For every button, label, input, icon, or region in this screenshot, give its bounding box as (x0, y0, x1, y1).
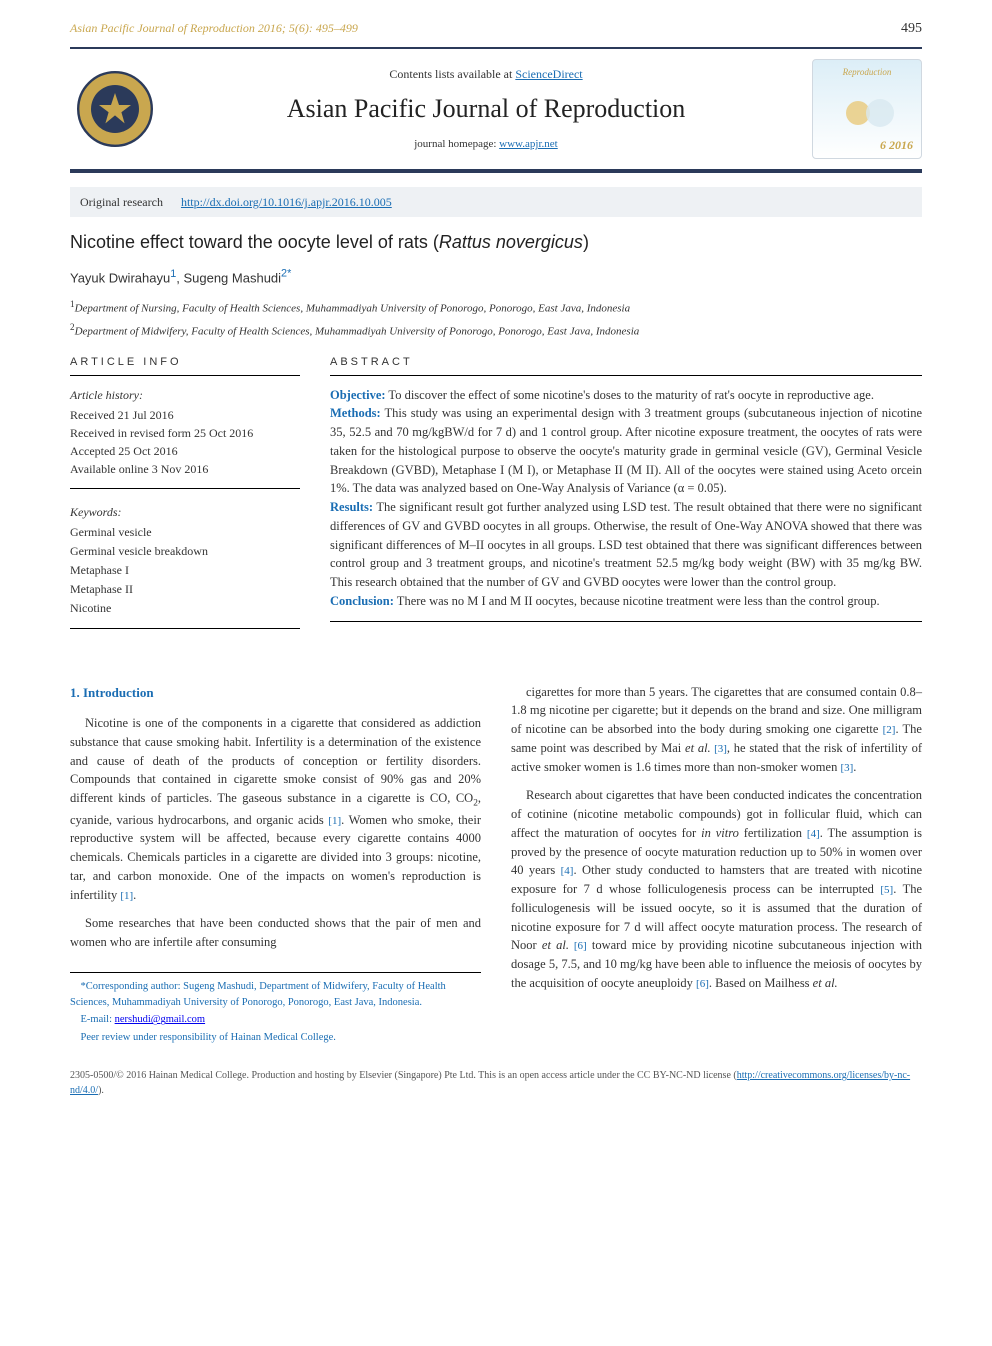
body-left-column: 1. Introduction Nicotine is one of the c… (70, 683, 481, 1048)
citation-link[interactable]: [4] (807, 828, 820, 840)
paragraph: Research about cigarettes that have been… (511, 786, 922, 992)
abstract-objective-label: Objective: (330, 388, 386, 402)
email-footnote: E-mail: nershudi@gmail.com (70, 1012, 481, 1028)
journal-cover-thumbnail: Reproduction 6 2016 (812, 59, 922, 159)
paragraph: Nicotine is one of the components in a c… (70, 714, 481, 904)
info-abstract-row: ARTICLE INFO Article history: Received 2… (70, 354, 922, 643)
peer-review-footnote: Peer review under responsibility of Hain… (70, 1030, 481, 1046)
journal-logo-icon (70, 64, 160, 154)
keyword: Nicotine (70, 599, 300, 617)
page-number: 495 (901, 18, 922, 39)
doi-link[interactable]: http://dx.doi.org/10.1016/j.apjr.2016.10… (181, 195, 392, 209)
author-2: Sugeng Mashudi (183, 270, 281, 285)
history-accepted: Accepted 25 Oct 2016 (70, 442, 300, 460)
abstract-results-label: Results: (330, 500, 373, 514)
abstract-column: ABSTRACT Objective: To discover the effe… (330, 354, 922, 643)
abstract-methods-label: Methods: (330, 406, 381, 420)
author-2-sup-link[interactable]: 2* (281, 270, 291, 285)
paragraph: Some researches that have been conducted… (70, 914, 481, 952)
sciencedirect-link[interactable]: ScienceDirect (515, 67, 582, 81)
citation-link[interactable]: [1] (120, 890, 133, 902)
article-info-column: ARTICLE INFO Article history: Received 2… (70, 354, 300, 643)
journal-title: Asian Pacific Journal of Reproduction (180, 89, 792, 128)
masthead-center: Contents lists available at ScienceDirec… (180, 65, 792, 153)
intro-heading: 1. Introduction (70, 683, 481, 703)
journal-masthead: Contents lists available at ScienceDirec… (70, 47, 922, 173)
journal-homepage-link[interactable]: www.apjr.net (499, 138, 558, 150)
history-online: Available online 3 Nov 2016 (70, 460, 300, 478)
citation-link[interactable]: [1] (328, 815, 341, 827)
corresponding-author-footnote: *Corresponding author: Sugeng Mashudi, D… (70, 979, 481, 1011)
abstract-label: ABSTRACT (330, 354, 922, 376)
article-type-label: Original research (80, 195, 163, 209)
author-1: Yayuk Dwirahayu (70, 270, 170, 285)
citation-link[interactable]: [3] (711, 743, 727, 755)
citation-link[interactable]: [3] (840, 762, 853, 774)
author-list: Yayuk Dwirahayu1, Sugeng Mashudi2* (70, 266, 922, 288)
history-revised: Received in revised form 25 Oct 2016 (70, 424, 300, 442)
article-title: Nicotine effect toward the oocyte level … (70, 229, 922, 256)
abstract-body: Objective: To discover the effect of som… (330, 386, 922, 622)
keyword: Metaphase I (70, 561, 300, 579)
keyword: Metaphase II (70, 580, 300, 598)
affiliation-2: 2Department of Midwifery, Faculty of Hea… (70, 321, 922, 340)
citation-link[interactable]: [2] (883, 724, 896, 736)
citation-link[interactable]: [6] (569, 940, 587, 952)
affiliation-1: 1Department of Nursing, Faculty of Healt… (70, 298, 922, 317)
footnote-box: *Corresponding author: Sugeng Mashudi, D… (70, 972, 481, 1046)
journal-homepage-line: journal homepage: www.apjr.net (180, 136, 792, 153)
citation-link[interactable]: [4] (561, 865, 574, 877)
body-columns: 1. Introduction Nicotine is one of the c… (70, 683, 922, 1048)
page-footer: 2305-0500/© 2016 Hainan Medical College.… (70, 1068, 922, 1098)
abstract-conclusion-label: Conclusion: (330, 594, 394, 608)
running-header: Asian Pacific Journal of Reproduction 20… (0, 0, 992, 47)
keyword: Germinal vesicle breakdown (70, 542, 300, 560)
article-history-block: Article history: Received 21 Jul 2016 Re… (70, 386, 300, 489)
body-right-column: cigarettes for more than 5 years. The ci… (511, 683, 922, 1048)
history-received: Received 21 Jul 2016 (70, 406, 300, 424)
article-info-label: ARTICLE INFO (70, 354, 300, 376)
article-type-bar: Original research http://dx.doi.org/10.1… (70, 187, 922, 217)
citation-link[interactable]: [6] (696, 978, 709, 990)
keywords-block: Keywords: Germinal vesicle Germinal vesi… (70, 503, 300, 629)
citation-link[interactable]: [5] (880, 884, 893, 896)
keyword: Germinal vesicle (70, 523, 300, 541)
contents-available-line: Contents lists available at ScienceDirec… (180, 65, 792, 83)
journal-reference: Asian Pacific Journal of Reproduction 20… (70, 19, 358, 37)
email-link[interactable]: nershudi@gmail.com (115, 1014, 205, 1025)
paragraph: cigarettes for more than 5 years. The ci… (511, 683, 922, 777)
